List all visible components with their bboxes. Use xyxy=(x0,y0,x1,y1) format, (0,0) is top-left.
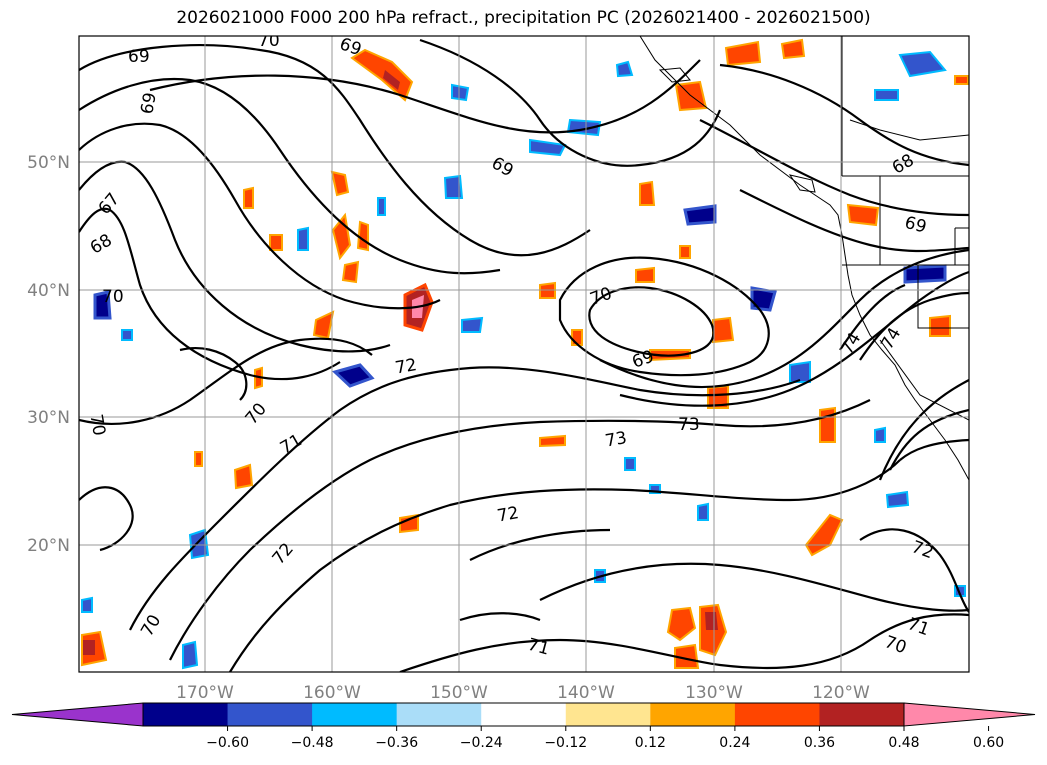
map-frame xyxy=(78,35,970,673)
precip-anomaly-patches xyxy=(81,38,969,670)
lat-label: 50°N xyxy=(27,153,70,173)
colorbar-segment xyxy=(143,703,229,726)
lat-label: 30°N xyxy=(27,408,70,428)
contour-label: 72 xyxy=(394,355,419,378)
colorbar-segment xyxy=(565,703,651,726)
colorbar-frame xyxy=(142,702,905,727)
colorbar-tick-label: 0.24 xyxy=(719,735,750,751)
colorbar-tick-label: 0.36 xyxy=(804,735,835,751)
lon-label: 150°W xyxy=(430,683,488,703)
colorbar-segment xyxy=(227,703,313,726)
contour-label: 70 xyxy=(258,31,280,51)
lat-labels: 50°N 40°N 30°N 20°N xyxy=(27,153,70,556)
colorbar-tick-label: −0.60 xyxy=(206,735,249,751)
colorbar-tick-label: −0.24 xyxy=(460,735,503,751)
contour-label: 72 xyxy=(496,503,521,526)
contour-label: 73 xyxy=(604,428,629,451)
lat-label: 40°N xyxy=(27,281,70,301)
colorbar-extend-low xyxy=(11,702,144,727)
lon-labels: 170°W 160°W 150°W 140°W 130°W 120°W xyxy=(176,683,870,703)
colorbar-tick-label: −0.36 xyxy=(375,735,418,751)
colorbar-segment xyxy=(396,703,482,726)
colorbar-extend-high xyxy=(903,702,1036,727)
coastlines xyxy=(639,36,969,481)
contour-label: 70 xyxy=(85,413,108,438)
colorbar-tick-label: 0.60 xyxy=(973,735,1004,751)
graticule xyxy=(79,36,969,672)
colorbar-tick-label: 0.12 xyxy=(635,735,666,751)
contour-label: 70 xyxy=(102,287,124,307)
colorbar: −0.60 −0.48 −0.36 −0.24 −0.12 0.12 0.24 0.36 0.4… xyxy=(11,702,1036,751)
contour-label: 73 xyxy=(678,415,700,435)
lon-label: 170°W xyxy=(176,683,234,703)
colorbar-segment xyxy=(312,703,398,726)
colorbar-segment xyxy=(734,703,820,726)
lon-label: 140°W xyxy=(557,683,615,703)
lon-label: 130°W xyxy=(685,683,743,703)
lat-label: 20°N xyxy=(27,536,70,556)
colorbar-tick-label: 0.48 xyxy=(888,735,919,751)
map-plot-area xyxy=(79,36,969,672)
chart-title: 2026021000 F000 200 hPa refract., precip… xyxy=(176,8,871,28)
colorbar-tick-label: −0.12 xyxy=(544,735,587,751)
contour-label: 69 xyxy=(137,91,160,116)
colorbar-segment xyxy=(819,703,905,726)
lon-label: 160°W xyxy=(303,683,361,703)
colorbar-segment xyxy=(650,703,736,726)
colorbar-tick-label: −0.48 xyxy=(291,735,334,751)
lon-label: 120°W xyxy=(812,683,870,703)
contour-label: 69 xyxy=(128,47,150,67)
colorbar-segment xyxy=(481,703,567,726)
